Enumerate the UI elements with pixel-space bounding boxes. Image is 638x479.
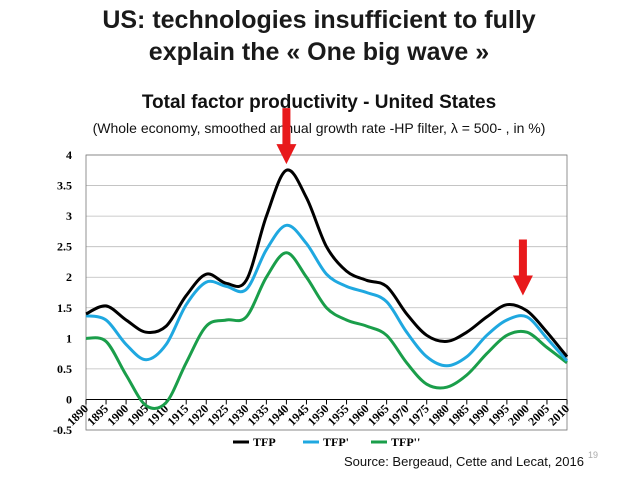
- chart-axes: -0.500.511.522.533.541890189519001905191…: [53, 148, 572, 437]
- series-line-tfp-double-prime: [85, 251, 568, 410]
- plot-frame: [85, 154, 568, 431]
- series-line-tfp-prime: [85, 223, 569, 368]
- legend-label: TFP'': [391, 435, 420, 449]
- slide-title-line1: US: technologies insufficient to fully: [102, 6, 536, 34]
- y-tick-label: 4: [66, 148, 72, 162]
- chart-series: [85, 168, 569, 410]
- legend-label: TFP: [253, 435, 276, 449]
- slide-number: 19: [588, 450, 599, 460]
- y-tick-label: 2.5: [57, 240, 72, 254]
- y-tick-label: 1.5: [57, 301, 72, 315]
- y-tick-label: 2: [66, 270, 72, 284]
- red-arrow-icon: [512, 239, 533, 296]
- chart-legend: TFP TFP' TFP'': [233, 435, 420, 449]
- y-tick-label: 0: [66, 392, 72, 406]
- x-tick-label: 2010: [545, 402, 572, 429]
- y-tick-label: -0.5: [53, 423, 72, 437]
- red-arrow-icon: [276, 108, 297, 165]
- y-tick-label: 3.5: [57, 179, 72, 193]
- y-tick-label: 3: [66, 209, 72, 223]
- source-note: Source: Bergeaud, Cette and Lecat, 2016: [344, 454, 584, 469]
- chart-subtitle: (Whole economy, smoothed annual growth r…: [92, 120, 546, 136]
- y-tick-label: 0.5: [57, 362, 72, 376]
- slide-title: US: technologies insufficient to fully e…: [0, 4, 638, 68]
- chart-annotations: [276, 108, 533, 296]
- chart-title: Total factor productivity - United State…: [141, 92, 497, 113]
- series-line-tfp: [85, 168, 569, 358]
- slide-title-line2: explain the « One big wave »: [148, 38, 490, 66]
- y-tick-label: 1: [66, 331, 72, 345]
- legend-label: TFP': [323, 435, 349, 449]
